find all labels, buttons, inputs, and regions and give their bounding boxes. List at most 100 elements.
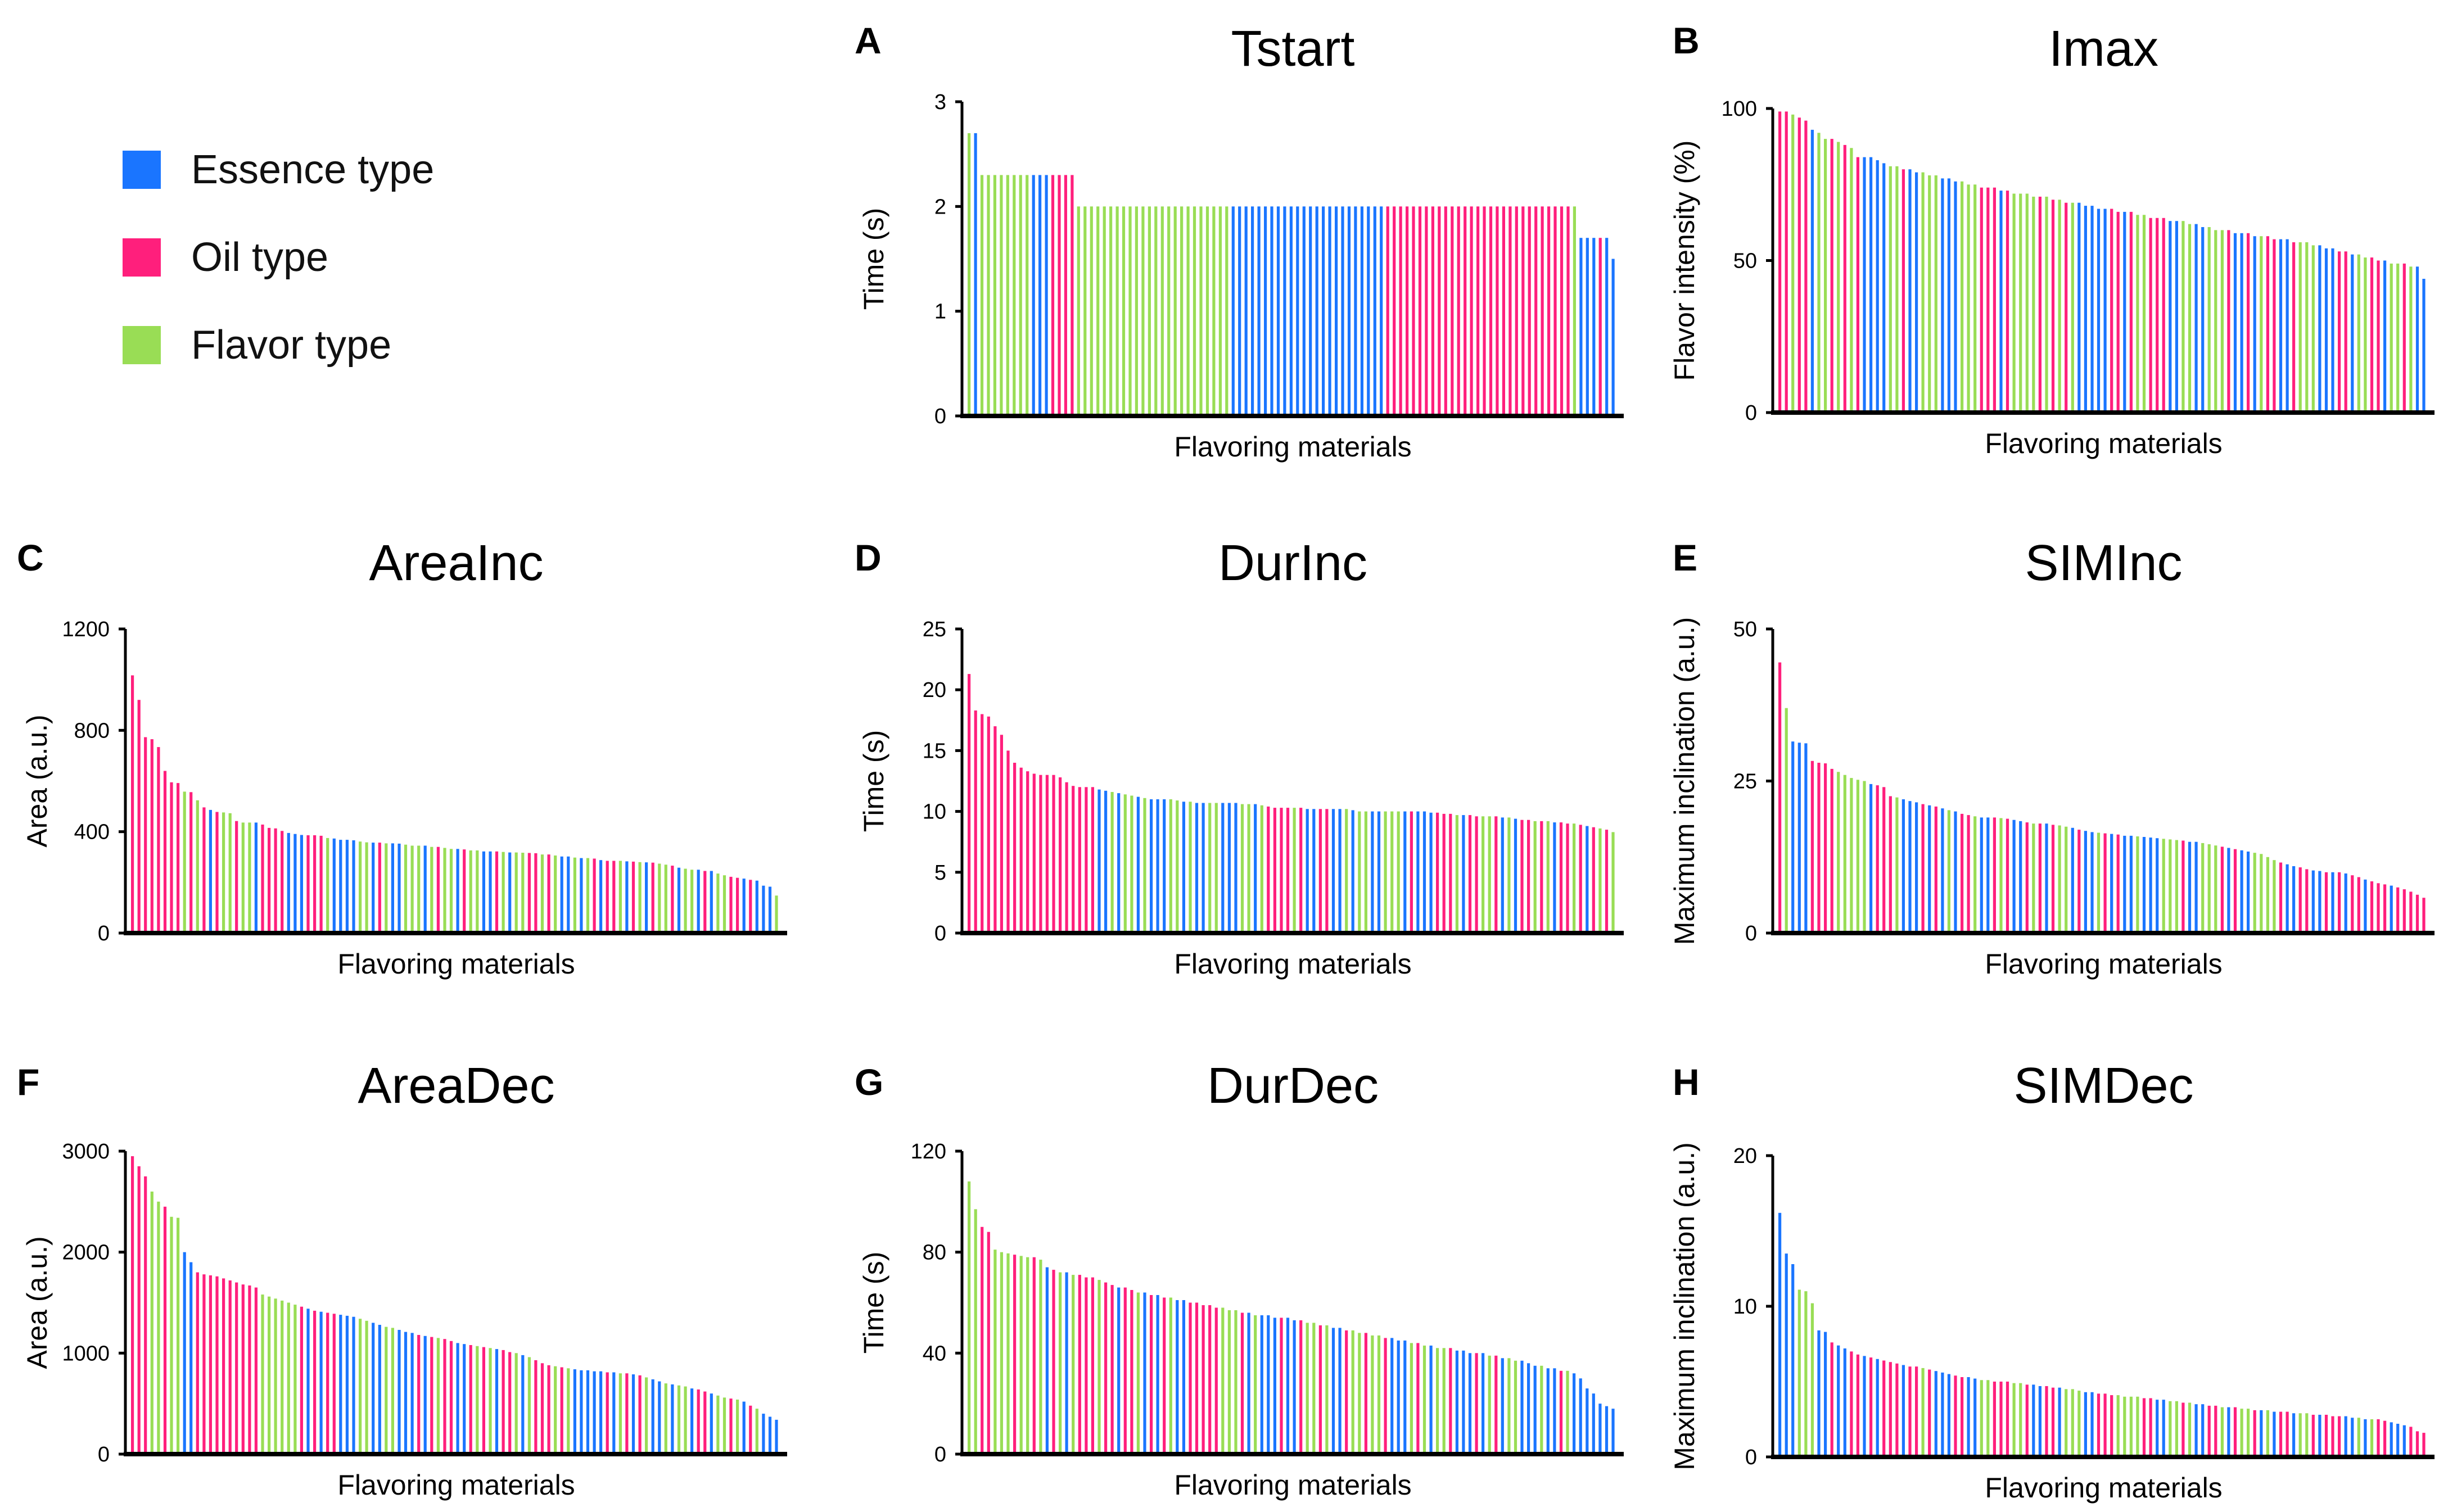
bar	[1791, 1264, 1795, 1457]
bar	[1895, 1363, 1899, 1457]
y-tick-label: 0	[934, 922, 946, 945]
bar	[417, 1335, 421, 1454]
bar	[1013, 175, 1016, 416]
bar	[2084, 206, 2087, 413]
bar	[1104, 1282, 1108, 1454]
bar	[2351, 254, 2354, 413]
bar	[1078, 1275, 1081, 1454]
bar	[1502, 206, 1505, 416]
bar	[2149, 838, 2152, 933]
bar	[131, 1156, 134, 1454]
bar	[1371, 1335, 1374, 1454]
bar	[1882, 787, 1886, 933]
bar	[1397, 811, 1400, 933]
bar	[540, 854, 544, 933]
bar	[1257, 206, 1261, 416]
bar	[1240, 804, 1244, 933]
bar	[1980, 1380, 1983, 1457]
bar	[1515, 206, 1518, 416]
bar	[436, 846, 440, 933]
bar	[1208, 803, 1212, 933]
bar	[2396, 263, 2400, 413]
bar	[1078, 787, 1081, 933]
bar	[749, 880, 752, 933]
bar	[1999, 191, 2003, 413]
x-axis-label: Flavoring materials	[1985, 948, 2222, 980]
bar	[1507, 1358, 1511, 1454]
bar	[547, 854, 550, 933]
bar	[1077, 206, 1080, 416]
bar	[2409, 266, 2413, 413]
bar	[2351, 875, 2354, 933]
bar	[2390, 885, 2393, 933]
bar	[2032, 1384, 2035, 1457]
y-axis-label: Maximum inclination (a.u.)	[1669, 617, 1700, 945]
bar	[1436, 1348, 1439, 1454]
y-tick-label: 0	[934, 1443, 946, 1466]
bar	[1097, 1280, 1101, 1454]
bar	[2357, 254, 2360, 413]
bar	[1954, 811, 1957, 933]
bar	[1462, 815, 1465, 933]
bar	[1221, 803, 1225, 933]
bar	[762, 1414, 765, 1454]
bar	[1364, 1333, 1367, 1454]
bar	[306, 1309, 310, 1454]
bar	[1238, 206, 1241, 416]
bar	[1586, 1388, 1589, 1454]
bar	[449, 849, 453, 933]
bar	[1442, 813, 1446, 933]
bar	[729, 1398, 733, 1454]
bar	[1973, 184, 1977, 413]
bar	[755, 880, 758, 933]
bar	[1019, 1256, 1023, 1454]
bar	[1429, 812, 1433, 933]
bar	[2175, 840, 2178, 933]
bar	[177, 783, 180, 933]
bar	[2227, 1407, 2230, 1457]
bar	[443, 1339, 446, 1454]
chart-title: Imax	[2049, 21, 2158, 77]
bar	[1527, 820, 1530, 933]
bar	[1006, 175, 1009, 416]
panel-c: C AreaInc Flavoring materials Area (a.u.) 0 4…	[17, 535, 787, 980]
bar	[1954, 1375, 1957, 1457]
bar	[1045, 775, 1049, 933]
bar	[1947, 810, 1950, 933]
bar	[1869, 784, 1873, 933]
bar	[241, 822, 245, 933]
y-axis-label: Area (a.u.)	[21, 714, 53, 847]
bar	[1973, 1378, 1977, 1457]
bar	[1566, 823, 1569, 933]
bar	[987, 175, 990, 416]
bar	[710, 871, 713, 933]
bar	[1553, 1368, 1556, 1454]
bar	[489, 851, 492, 933]
bar	[1817, 133, 1821, 413]
bar	[1464, 206, 1467, 416]
bar	[2194, 1404, 2198, 1457]
bar	[1208, 1305, 1212, 1454]
bar	[618, 1373, 622, 1454]
y-tick-label: 0	[98, 922, 110, 945]
bar	[1889, 1362, 1892, 1457]
bar	[1961, 181, 1964, 413]
bar	[2169, 221, 2172, 413]
bar	[1520, 820, 1524, 933]
bar	[1371, 811, 1374, 933]
bar	[274, 1298, 277, 1454]
bar	[2357, 877, 2360, 933]
bar	[1410, 1343, 1413, 1454]
bar	[1264, 206, 1267, 416]
bar	[228, 813, 232, 933]
bar	[547, 1365, 550, 1454]
bar	[1026, 771, 1029, 933]
bar	[306, 835, 310, 933]
bar	[2370, 881, 2374, 933]
bar	[1915, 1366, 1918, 1457]
bar	[1444, 206, 1447, 416]
bar	[1397, 1340, 1400, 1454]
bar	[1915, 802, 1918, 933]
bar	[2247, 233, 2250, 413]
bar	[1785, 1253, 1788, 1457]
